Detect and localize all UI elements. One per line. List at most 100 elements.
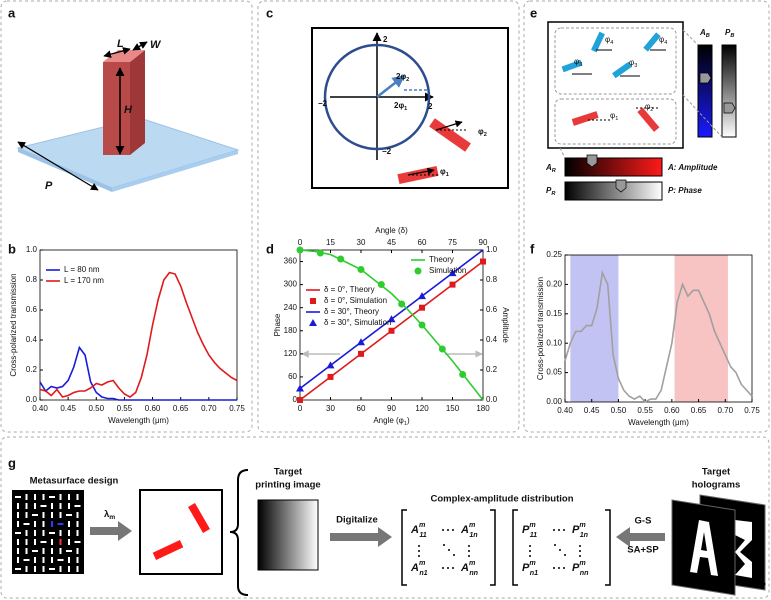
data-line [39,271,238,398]
dimension-label: H [124,104,133,116]
y2-tick-label: 0.6 [486,305,498,314]
marker [418,292,426,300]
marker [438,345,446,353]
dimension-label: W [150,39,162,51]
x2-tick-label: 15 [326,238,335,247]
label-part: 1n [580,531,589,539]
label: Am n1 [410,559,428,577]
label: PB [725,28,734,39]
nano-rod [59,530,62,536]
ellipsis-dot [558,529,560,531]
ellipsis-dot [529,555,531,557]
nano-rod [34,521,36,527]
label: Complex-amplitude distribution [430,494,573,505]
nano-rod [17,557,19,563]
label: Am 1n [460,521,478,539]
nano-rod [42,512,45,518]
nano-rod [32,550,38,552]
nano-rod [23,523,30,525]
y2-axis-label: Amplitude [501,307,510,343]
label: Target [274,467,303,478]
nano-rod [49,532,55,534]
label: Pm 1n [572,521,589,539]
x-tick-label: 60 [357,404,366,413]
panel-label: d [266,241,274,256]
nano-rod [76,548,79,554]
nano-rod [59,512,62,518]
nano-rod [68,566,70,572]
label-part: A [667,163,674,172]
label-part: 2 [484,132,487,138]
nano-rod [15,568,21,570]
x2-tick-label: 75 [448,238,457,247]
y2-tick-label: 0.8 [486,275,498,284]
nano-rod [51,503,53,509]
label-part: A [460,562,469,574]
nano-rod [25,494,28,500]
label-part: φ [610,111,615,120]
nano-rod [34,539,36,545]
marker [326,361,335,369]
label-part: φ [629,58,634,67]
label-part: 1n [469,531,478,539]
ellipsis-dot [579,545,581,547]
nano-rod [25,503,28,509]
y-tick-label: 1.0 [26,245,38,254]
label-part: 11 [530,531,537,539]
label: λm [104,509,115,521]
label-part: 1 [446,172,449,178]
nano-rod [66,550,72,552]
label: PR [546,186,555,197]
ellipsis-dot [452,529,454,531]
y-axis-label: Phase [273,313,282,336]
label-part: m [579,521,586,529]
label-part: R [552,168,556,174]
label-part: m [419,559,426,567]
panel-label: c [266,5,273,20]
label-part: φ [440,167,446,176]
legend-label: δ = 0°, Simulation [324,296,387,305]
nano-rod [57,523,64,525]
dimension-label: P [45,180,53,192]
ellipsis-dot [579,555,581,557]
dimension-label: L [117,38,124,50]
nano-rod [51,548,53,554]
legend-label: δ = 30°, Simulation [324,318,391,327]
x-tick-label: 0.70 [201,404,217,413]
label-part: ) [407,416,410,425]
ellipsis-dot [529,545,531,547]
ellipsis-dot [418,550,420,552]
y-tick-label: 60 [288,372,297,381]
label-part: A [545,163,552,172]
ellipsis-dot [553,567,555,569]
legend-label: Theory [429,255,454,264]
label: φ3 [574,57,582,68]
ellipsis-dot [563,529,565,531]
label-part: m [109,514,115,521]
panel-label: e [530,5,537,20]
marker [337,255,345,263]
label: Pm n1 [522,559,538,577]
data-line [299,249,484,401]
panel-label: g [8,455,16,470]
nano-rod [76,557,79,563]
panel-frame [257,0,520,433]
legend-label: L = 80 nm [64,265,100,274]
nano-rod [49,568,55,570]
label-part: A [699,28,706,37]
x-tick-label: 0.40 [32,404,48,413]
metasurface-image [12,490,84,574]
nano-rod [32,514,38,516]
label-part: 11 [419,531,426,539]
panel-label: f [530,241,535,256]
nano-rod [49,496,55,498]
nano-rod [76,566,79,572]
y2-tick-label: 1.0 [486,245,498,254]
marker [316,249,324,257]
nano-rod [51,557,53,563]
ellipsis-dot [442,529,444,531]
x2-tick-label: 30 [357,238,366,247]
ellipsis-dot [448,549,450,551]
label-part: P [572,524,580,536]
